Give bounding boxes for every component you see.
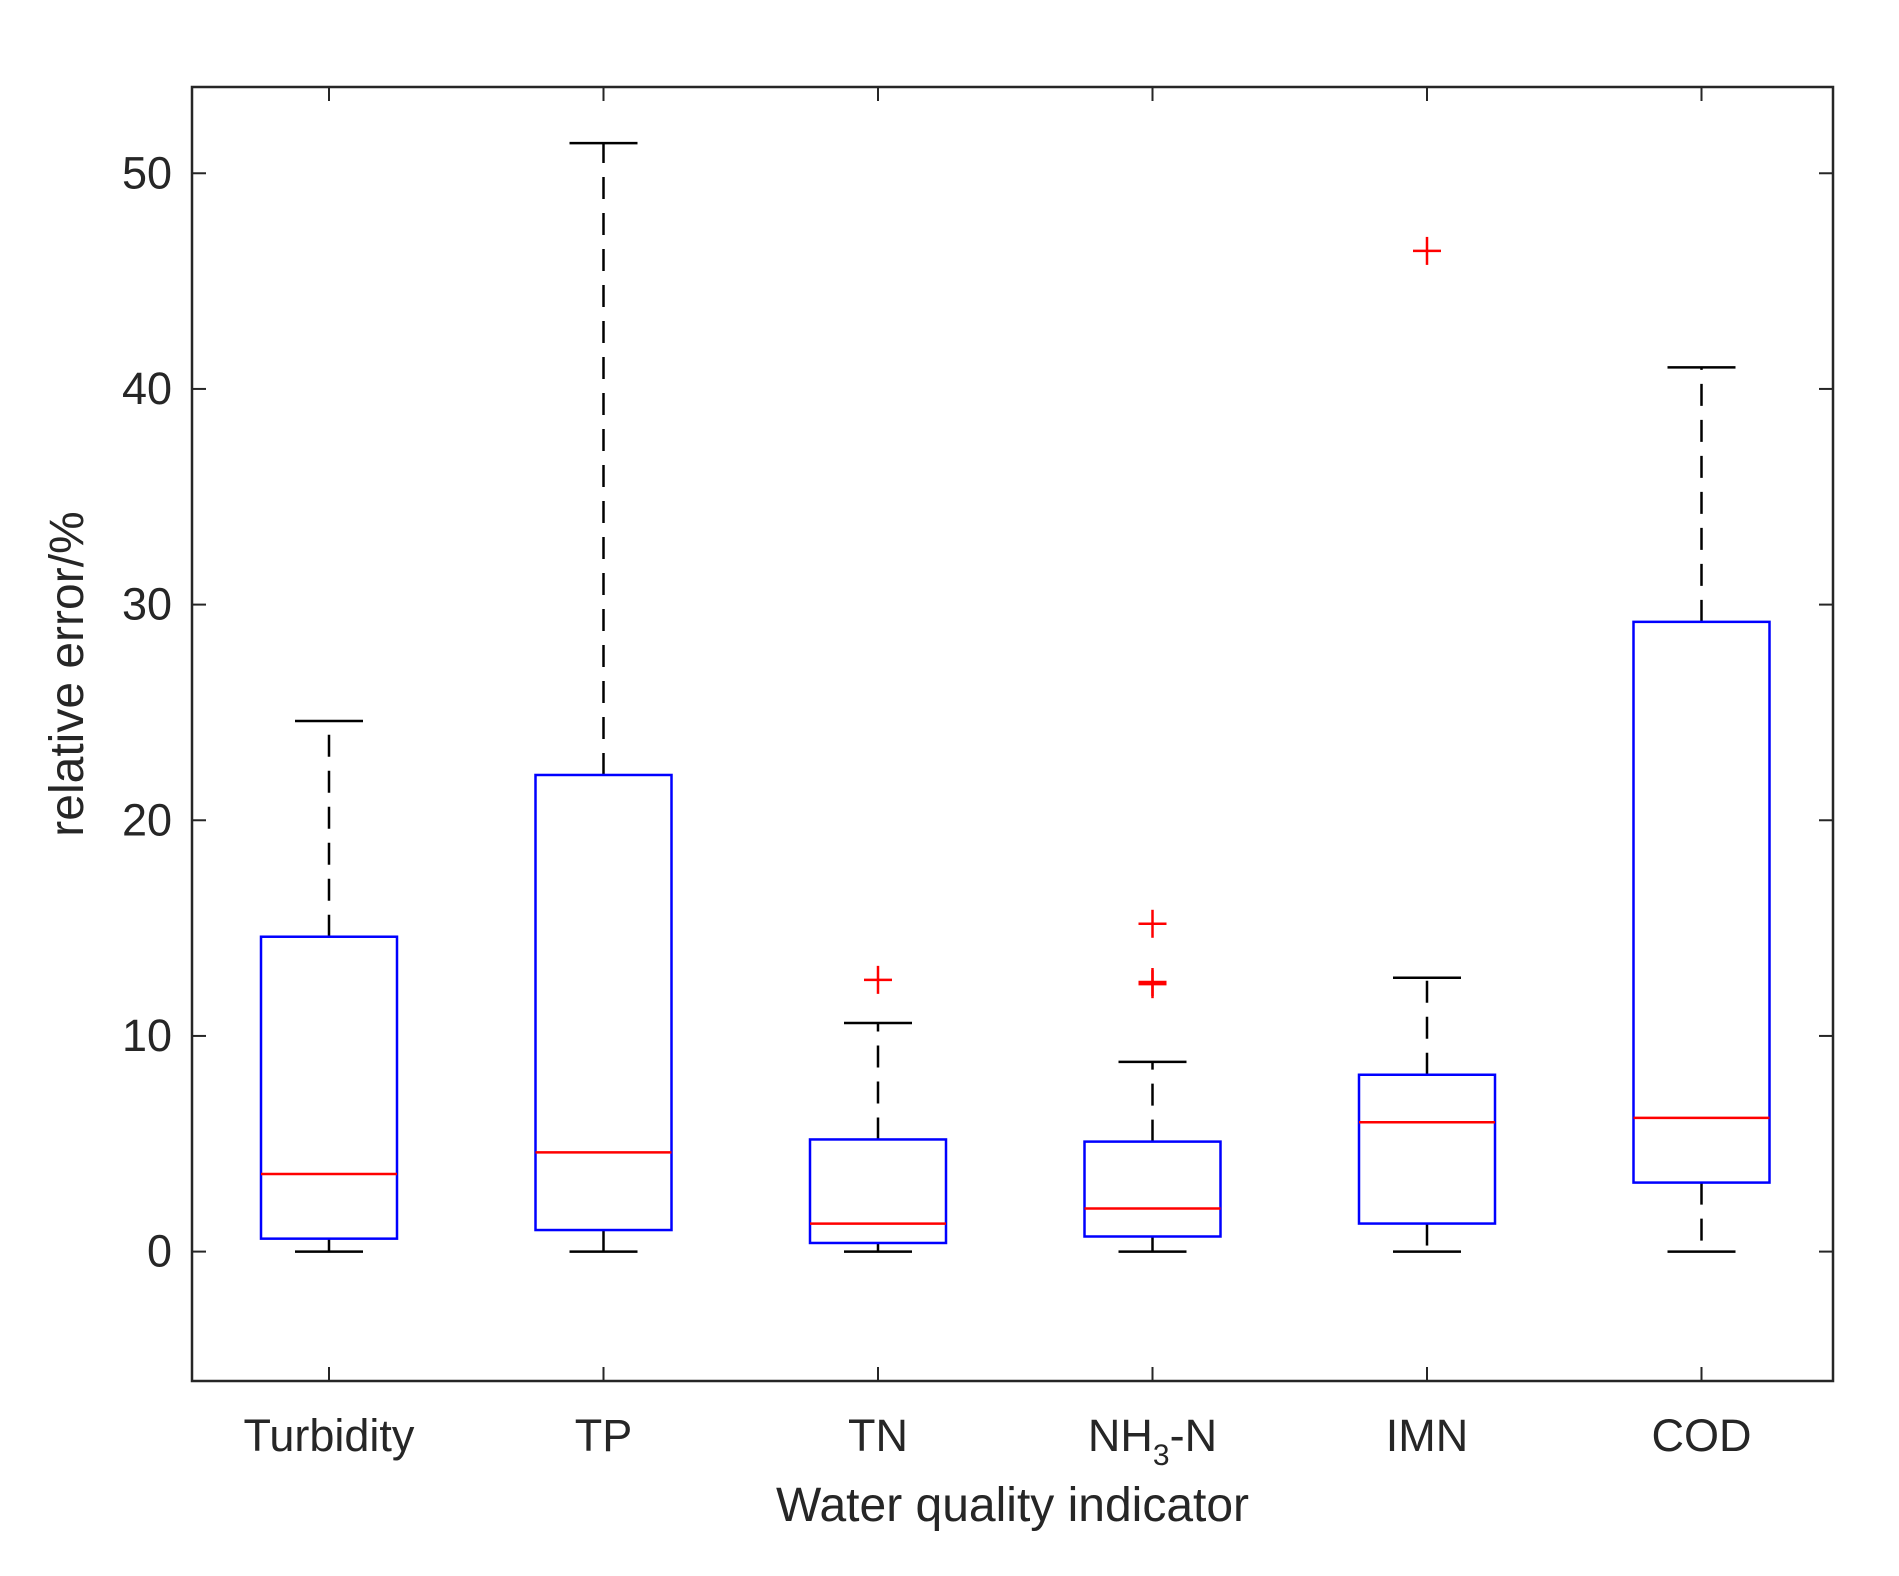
y-axis-title: relative error/% [41, 511, 94, 836]
box-cod [1632, 366, 1771, 1253]
x-tick-label: Turbidity [244, 1410, 415, 1461]
y-tick-label: 0 [147, 1226, 172, 1277]
box-turbidity [259, 719, 399, 1253]
outlier-marker [1138, 968, 1167, 997]
y-tick-label: 10 [122, 1010, 172, 1061]
y-tick-label: 40 [122, 363, 172, 414]
x-tick-label: NH3-N [1088, 1410, 1217, 1472]
x-axis-title: Water quality indicator [776, 1479, 1249, 1532]
plot-area [190, 85, 1835, 1383]
outlier-marker [864, 965, 892, 994]
y-tick-label: 50 [122, 147, 172, 198]
y-tick-label: 30 [122, 579, 172, 630]
box-imn [1357, 236, 1497, 1253]
iqr-box [1357, 1073, 1497, 1225]
iqr-box [1632, 620, 1771, 1184]
y-tick-label: 20 [122, 794, 172, 845]
box-tn [808, 965, 948, 1253]
iqr-box [1083, 1140, 1222, 1238]
iqr-box [259, 935, 399, 1240]
iqr-box [534, 773, 673, 1232]
box-tp [534, 141, 673, 1253]
outlier-marker [1413, 236, 1441, 265]
x-tick-label: TN [848, 1410, 908, 1461]
outlier-marker [1138, 909, 1167, 938]
x-tick-label: COD [1652, 1410, 1752, 1461]
x-tick-label: TP [575, 1410, 633, 1461]
box-nh3-n [1083, 909, 1222, 1253]
iqr-box [808, 1138, 948, 1245]
x-tick-label: IMN [1386, 1410, 1469, 1461]
